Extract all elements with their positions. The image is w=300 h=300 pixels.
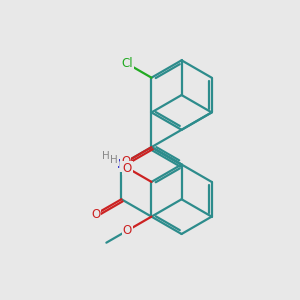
Text: O: O [121,155,130,168]
Text: O: O [91,208,101,220]
Text: H: H [110,155,118,165]
Text: H: H [103,151,110,161]
Text: O: O [123,161,132,175]
Text: N: N [117,158,126,171]
Text: Cl: Cl [122,57,133,70]
Text: O: O [123,224,132,237]
